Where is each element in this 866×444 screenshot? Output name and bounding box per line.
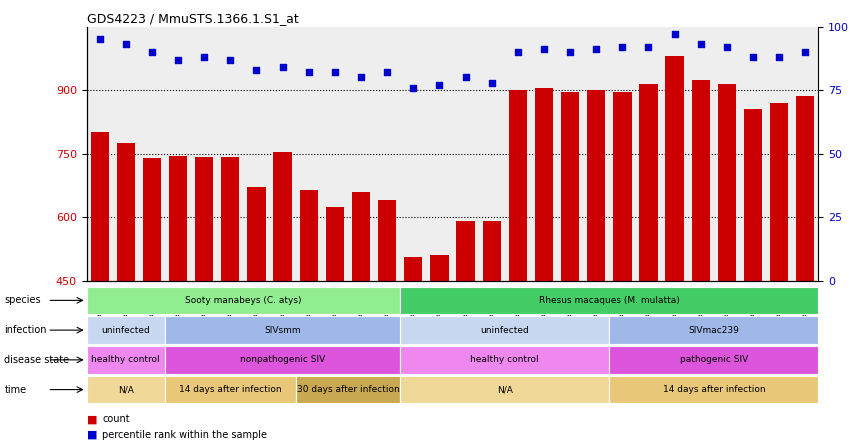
Bar — [352, 192, 370, 281]
Bar — [639, 84, 657, 281]
Point — [642, 44, 656, 51]
Bar — [400, 316, 610, 344]
Bar — [404, 258, 423, 281]
Bar — [87, 346, 165, 374]
Point — [772, 54, 786, 61]
Bar — [91, 132, 109, 281]
Bar — [692, 79, 710, 281]
Text: 14 days after infection: 14 days after infection — [179, 385, 281, 394]
Point — [563, 48, 577, 56]
Point — [432, 82, 446, 89]
Text: disease state: disease state — [4, 355, 69, 365]
Bar — [796, 96, 814, 281]
Bar — [165, 346, 400, 374]
Point — [275, 64, 289, 71]
Bar — [274, 151, 292, 281]
Bar — [400, 376, 610, 404]
Bar — [508, 90, 527, 281]
Bar — [430, 255, 449, 281]
Bar — [87, 376, 165, 404]
Bar — [165, 316, 400, 344]
Point — [798, 48, 812, 56]
Bar — [87, 286, 400, 314]
Text: ■: ■ — [87, 414, 97, 424]
Point — [223, 56, 237, 63]
Point — [354, 74, 368, 81]
Bar — [456, 222, 475, 281]
Point — [720, 44, 734, 51]
Text: healthy control: healthy control — [470, 355, 539, 365]
Text: ■: ■ — [87, 430, 97, 440]
Text: N/A: N/A — [118, 385, 133, 394]
Bar — [535, 88, 553, 281]
Text: Rhesus macaques (M. mulatta): Rhesus macaques (M. mulatta) — [539, 296, 680, 305]
Point — [93, 36, 107, 43]
Bar — [165, 376, 295, 404]
Text: pathogenic SIV: pathogenic SIV — [680, 355, 748, 365]
Bar — [143, 158, 161, 281]
Text: Sooty manabeys (C. atys): Sooty manabeys (C. atys) — [185, 296, 301, 305]
Point — [197, 54, 211, 61]
Text: infection: infection — [4, 325, 47, 335]
Text: SIVsmm: SIVsmm — [264, 325, 301, 335]
Point — [302, 69, 316, 76]
Bar — [248, 187, 266, 281]
Point — [406, 84, 420, 91]
Bar — [561, 92, 579, 281]
Point — [668, 31, 682, 38]
Bar — [221, 157, 240, 281]
Point — [537, 46, 551, 53]
Bar — [770, 103, 788, 281]
Bar — [610, 346, 818, 374]
Bar — [482, 222, 501, 281]
Bar — [378, 200, 397, 281]
Text: 14 days after infection: 14 days after infection — [662, 385, 766, 394]
Text: count: count — [102, 414, 130, 424]
Point — [145, 48, 158, 56]
Bar — [326, 206, 344, 281]
Bar — [295, 376, 400, 404]
Text: uninfected: uninfected — [101, 325, 150, 335]
Bar — [610, 376, 818, 404]
Text: healthy control: healthy control — [92, 355, 160, 365]
Text: GDS4223 / MmuSTS.1366.1.S1_at: GDS4223 / MmuSTS.1366.1.S1_at — [87, 12, 299, 25]
Bar — [665, 56, 684, 281]
Text: N/A: N/A — [497, 385, 513, 394]
Bar — [587, 90, 605, 281]
Bar — [400, 346, 610, 374]
Point — [119, 41, 132, 48]
Point — [249, 66, 263, 73]
Bar — [195, 157, 213, 281]
Point — [380, 69, 394, 76]
Text: species: species — [4, 295, 41, 305]
Text: nonpathogenic SIV: nonpathogenic SIV — [240, 355, 326, 365]
Bar — [718, 84, 736, 281]
Bar — [400, 286, 818, 314]
Text: SIVmac239: SIVmac239 — [688, 325, 740, 335]
Point — [589, 46, 603, 53]
Bar — [300, 190, 318, 281]
Bar — [613, 92, 631, 281]
Bar — [610, 316, 818, 344]
Text: uninfected: uninfected — [481, 325, 529, 335]
Bar — [744, 109, 762, 281]
Text: 30 days after infection: 30 days after infection — [296, 385, 399, 394]
Point — [694, 41, 708, 48]
Point — [459, 74, 473, 81]
Bar — [169, 156, 187, 281]
Point — [328, 69, 342, 76]
Point — [171, 56, 185, 63]
Bar — [117, 143, 135, 281]
Point — [746, 54, 760, 61]
Text: percentile rank within the sample: percentile rank within the sample — [102, 430, 268, 440]
Point — [485, 79, 499, 86]
Point — [511, 48, 525, 56]
Text: time: time — [4, 385, 27, 395]
Bar — [87, 316, 165, 344]
Point — [616, 44, 630, 51]
